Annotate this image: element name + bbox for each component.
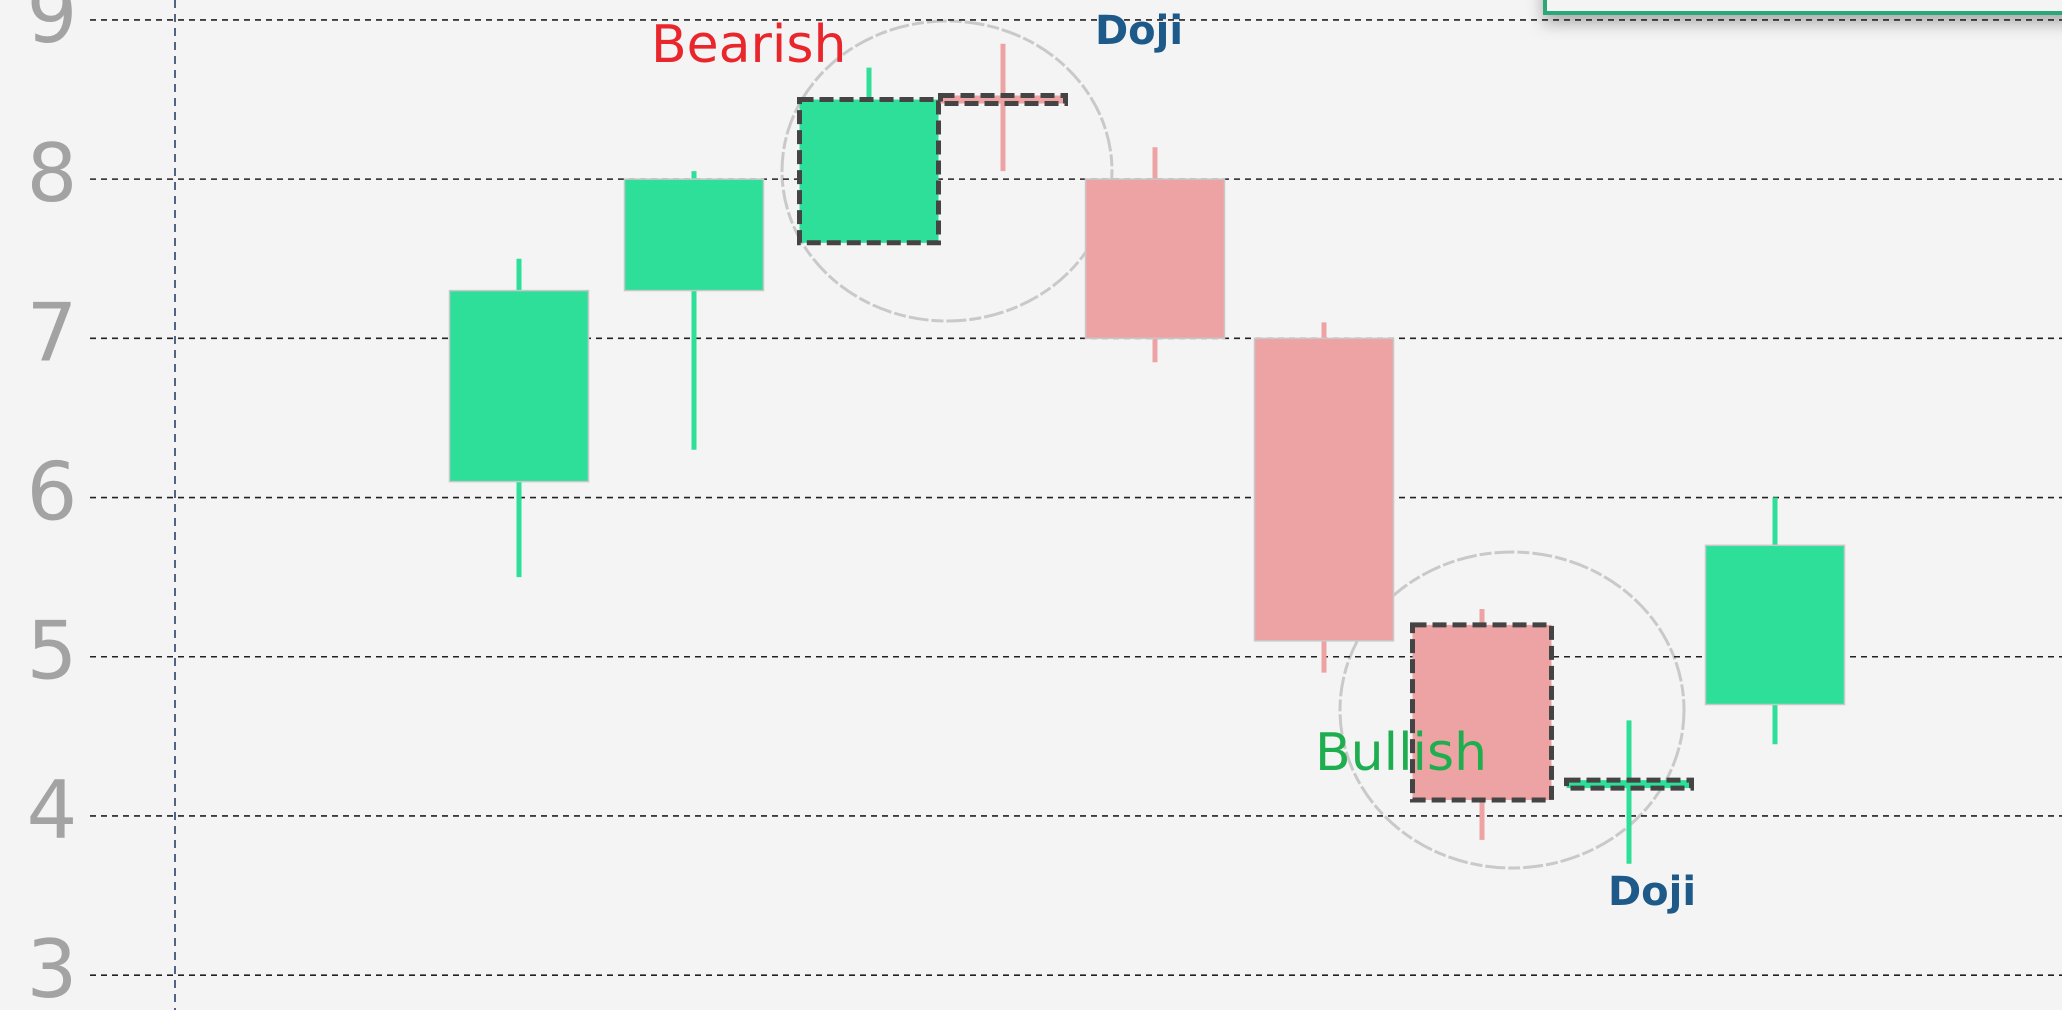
highlight-cloud [1338, 550, 1686, 870]
candle-body [797, 97, 941, 246]
annotation: Bearish [651, 15, 846, 75]
y-tick-label: 9 [27, 0, 78, 61]
annotation: Doji [1095, 8, 1183, 54]
y-tick-label: 3 [27, 923, 78, 1010]
candle-body [1704, 544, 1846, 706]
candle-body [1564, 777, 1694, 791]
candle-body [448, 289, 590, 483]
y-tick-label: 8 [27, 127, 78, 220]
candle-body [623, 178, 765, 292]
y-tick-label: 7 [27, 286, 78, 379]
candle-body [1084, 178, 1226, 340]
corner-box [1543, 0, 2062, 15]
annotation: Doji [1608, 869, 1696, 915]
y-tick-label: 6 [27, 446, 78, 539]
candle-body [1253, 337, 1395, 642]
y-tick-label: 5 [27, 605, 78, 698]
y-tick-label: 4 [27, 764, 78, 857]
candle-body [938, 93, 1068, 107]
candle-body [1410, 622, 1554, 803]
highlight-cloud [780, 19, 1114, 323]
annotation: Bullish [1315, 723, 1487, 783]
